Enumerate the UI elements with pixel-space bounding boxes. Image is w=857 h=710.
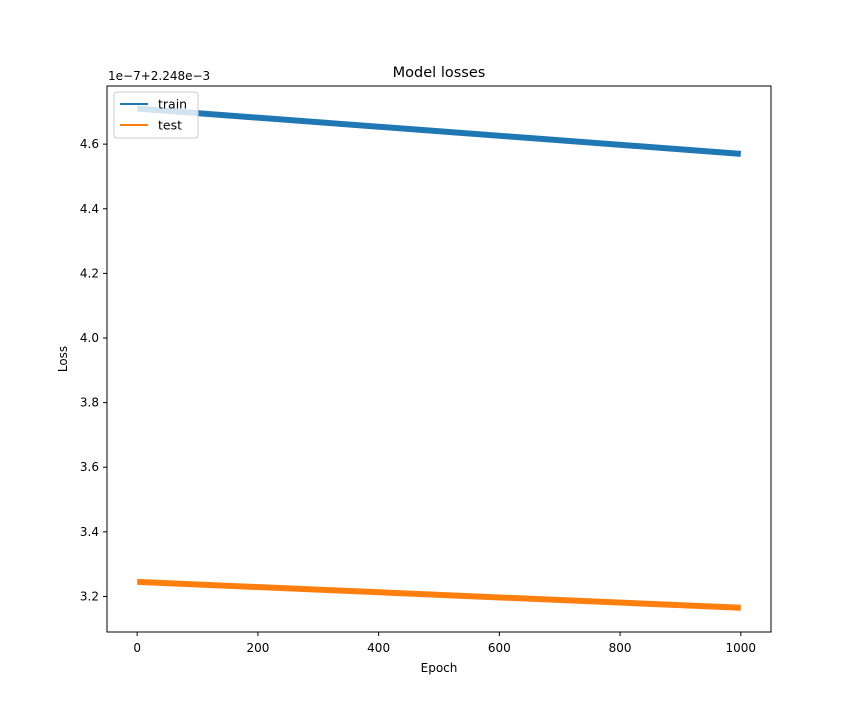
legend-label-test: test bbox=[158, 118, 182, 133]
x-tick-label: 400 bbox=[367, 641, 390, 655]
y-tick-label: 4.4 bbox=[80, 202, 99, 216]
x-axis: 0 200 400 600 800 1000 bbox=[133, 632, 756, 655]
x-tick-label: 800 bbox=[609, 641, 632, 655]
series-line-train bbox=[136, 105, 742, 157]
x-tick-label: 200 bbox=[246, 641, 269, 655]
y-offset-text: 1e−7+2.248e−3 bbox=[108, 69, 210, 83]
y-tick-label: 3.8 bbox=[80, 396, 99, 410]
y-tick-label: 3.2 bbox=[80, 589, 99, 603]
legend: train test bbox=[113, 91, 199, 139]
x-tick-label: 0 bbox=[133, 641, 141, 655]
chart-title: Model losses bbox=[393, 65, 486, 81]
legend-label-train: train bbox=[158, 97, 187, 112]
x-tick-label: 600 bbox=[488, 641, 511, 655]
series-line-test bbox=[137, 578, 741, 611]
y-tick-label: 4.2 bbox=[80, 266, 99, 280]
y-tick-label: 4.0 bbox=[80, 331, 99, 345]
plot-frame bbox=[106, 85, 772, 633]
y-tick-label: 3.6 bbox=[80, 460, 99, 474]
x-tick-label: 1000 bbox=[726, 641, 757, 655]
y-tick-label: 3.4 bbox=[80, 525, 99, 539]
y-tick-label: 4.6 bbox=[80, 137, 99, 151]
y-axis-label: Loss bbox=[56, 346, 70, 372]
series-layer bbox=[136, 105, 742, 611]
y-axis: 3.2 3.4 3.6 3.8 4.0 4.2 4.4 4.6 bbox=[80, 137, 107, 603]
x-axis-label: Epoch bbox=[421, 661, 458, 675]
